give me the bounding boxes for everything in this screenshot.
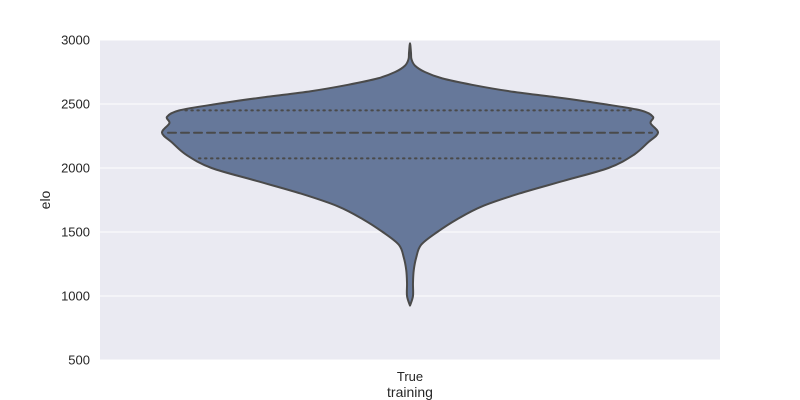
- y-tick-label: 1000: [61, 289, 90, 304]
- x-axis-label: training: [387, 384, 433, 400]
- y-axis-label: elo: [37, 190, 53, 209]
- y-tick-label: 2500: [61, 97, 90, 112]
- x-tick-label: True: [397, 369, 423, 384]
- y-tick-labels: 500 1000 1500 2000 2500 3000: [61, 33, 90, 368]
- y-tick-label: 2000: [61, 161, 90, 176]
- x-tick-labels: True: [397, 369, 423, 384]
- y-tick-label: 500: [68, 353, 90, 368]
- violin-layer: [161, 42, 659, 307]
- y-tick-label: 3000: [61, 33, 90, 48]
- violin-body: [161, 42, 659, 307]
- y-tick-label: 1500: [61, 225, 90, 240]
